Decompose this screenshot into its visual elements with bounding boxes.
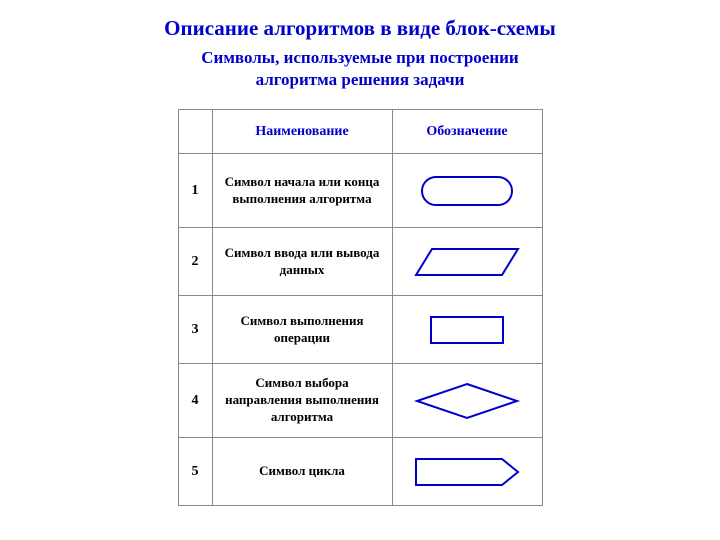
rectangle-icon [427, 314, 507, 346]
header-num [178, 110, 212, 154]
row-symbol [392, 154, 542, 228]
parallelogram-icon [412, 246, 522, 278]
symbols-table: Наименование Обозначение 1 Символ начала… [178, 109, 543, 506]
table-row: 5 Символ цикла [178, 438, 542, 506]
row-num: 3 [178, 296, 212, 364]
table-row: 1 Символ начала или конца выполнения алг… [178, 154, 542, 228]
row-symbol [392, 438, 542, 506]
row-symbol [392, 364, 542, 438]
row-num: 4 [178, 364, 212, 438]
page-title: Описание алгоритмов в виде блок-схемы [0, 16, 720, 41]
table-row: 3 Символ выполнения операции [178, 296, 542, 364]
row-num: 1 [178, 154, 212, 228]
row-name: Символ выполнения операции [212, 296, 392, 364]
table-row: 4 Символ выбора направления выполнения а… [178, 364, 542, 438]
row-symbol [392, 228, 542, 296]
table-row: 2 Символ ввода или вывода данных [178, 228, 542, 296]
subtitle-line1: Символы, используемые при построении [201, 48, 518, 67]
terminator-icon [417, 174, 517, 208]
page-subtitle: Символы, используемые при построении алг… [0, 47, 720, 91]
subtitle-line2: алгоритма решения задачи [256, 70, 465, 89]
row-name: Символ ввода или вывода данных [212, 228, 392, 296]
loop-icon [412, 456, 522, 488]
row-name: Символ выбора направления выполнения алг… [212, 364, 392, 438]
row-name: Символ цикла [212, 438, 392, 506]
header-symbol: Обозначение [392, 110, 542, 154]
row-num: 2 [178, 228, 212, 296]
row-num: 5 [178, 438, 212, 506]
row-symbol [392, 296, 542, 364]
row-name: Символ начала или конца выполнения алгор… [212, 154, 392, 228]
diamond-icon [413, 381, 521, 421]
header-name: Наименование [212, 110, 392, 154]
